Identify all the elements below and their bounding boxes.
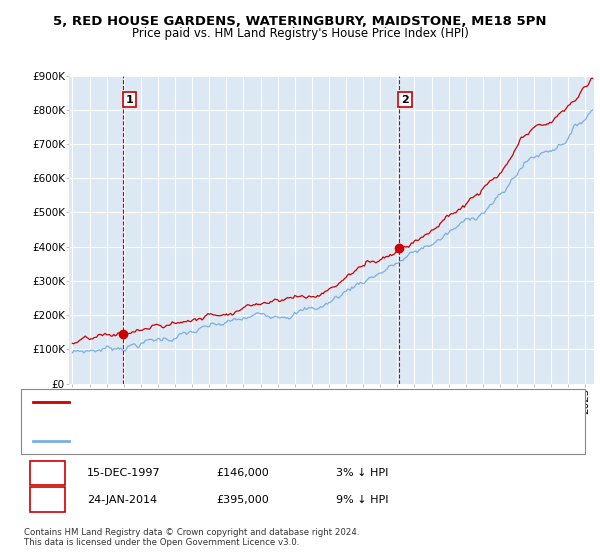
Text: 5, RED HOUSE GARDENS, WATERINGBURY, MAIDSTONE, ME18 5PN (detached house): 5, RED HOUSE GARDENS, WATERINGBURY, MAID… [75,397,499,407]
Text: £146,000: £146,000 [216,468,269,478]
Text: HPI: Average price, detached house, Tonbridge and Malling: HPI: Average price, detached house, Tonb… [75,436,370,446]
Text: 5, RED HOUSE GARDENS, WATERINGBURY, MAIDSTONE, ME18 5PN (detached house): 5, RED HOUSE GARDENS, WATERINGBURY, MAID… [75,397,499,407]
Text: 1: 1 [44,468,51,478]
Text: 3% ↓ HPI: 3% ↓ HPI [336,468,388,478]
Text: 5, RED HOUSE GARDENS, WATERINGBURY, MAIDSTONE, ME18 5PN: 5, RED HOUSE GARDENS, WATERINGBURY, MAID… [53,15,547,27]
Text: 2: 2 [401,95,409,105]
Text: 1: 1 [125,95,133,105]
Text: 24-JAN-2014: 24-JAN-2014 [87,494,157,505]
Text: 2: 2 [44,494,51,505]
Text: Price paid vs. HM Land Registry's House Price Index (HPI): Price paid vs. HM Land Registry's House … [131,27,469,40]
Text: £395,000: £395,000 [216,494,269,505]
Text: HPI: Average price, detached house, Tonbridge and Malling: HPI: Average price, detached house, Tonb… [75,436,370,446]
Text: 9% ↓ HPI: 9% ↓ HPI [336,494,389,505]
Text: 15-DEC-1997: 15-DEC-1997 [87,468,161,478]
Text: Contains HM Land Registry data © Crown copyright and database right 2024.
This d: Contains HM Land Registry data © Crown c… [24,528,359,547]
